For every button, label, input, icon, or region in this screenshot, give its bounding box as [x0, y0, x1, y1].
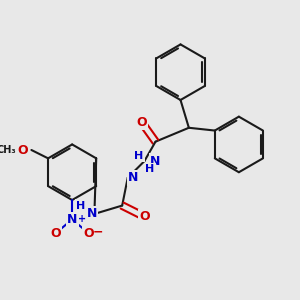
- Text: H: H: [145, 164, 154, 175]
- Text: +: +: [78, 214, 86, 224]
- Text: CH₃: CH₃: [0, 145, 16, 155]
- Text: N: N: [86, 207, 97, 220]
- Text: −: −: [93, 226, 104, 238]
- Text: O: O: [50, 227, 61, 240]
- Text: O: O: [83, 227, 94, 240]
- Text: N: N: [128, 171, 139, 184]
- Text: O: O: [139, 210, 150, 223]
- Text: H: H: [134, 151, 143, 160]
- Text: N: N: [67, 213, 77, 226]
- Text: H: H: [76, 201, 85, 211]
- Text: O: O: [18, 143, 28, 157]
- Text: N: N: [150, 154, 161, 168]
- Text: O: O: [136, 116, 147, 129]
